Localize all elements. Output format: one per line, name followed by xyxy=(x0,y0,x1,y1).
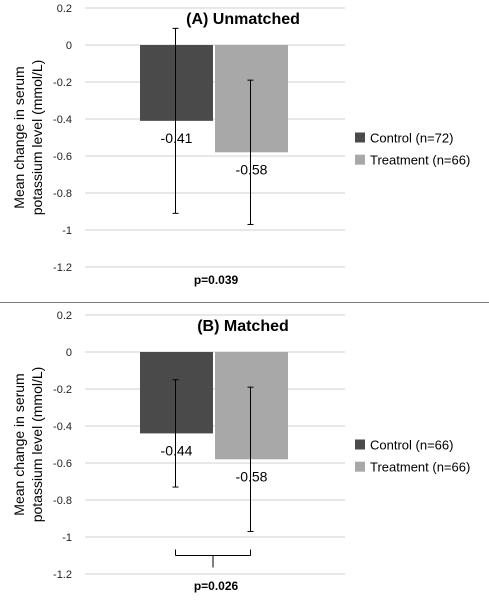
bar-treatment xyxy=(215,45,288,153)
legend-label: Treatment (n=66) xyxy=(370,153,470,168)
y-axis-title: Mean change in serum potassium level (mmo… xyxy=(11,367,45,523)
y-tick-label: -1 xyxy=(62,225,72,237)
y-tick-label: 0 xyxy=(66,40,72,52)
data-label: -0.44 xyxy=(161,442,193,458)
legend-swatch xyxy=(355,439,365,450)
significance-bracket xyxy=(175,549,251,568)
y-axis-title-line: Mean change in serum xyxy=(11,66,27,208)
y-tick-label: -1 xyxy=(62,532,72,544)
legend-label: Treatment (n=66) xyxy=(370,460,470,475)
legend: Control (n=72) Treatment (n=66) xyxy=(355,131,470,168)
y-tick-label: -0.2 xyxy=(53,77,72,89)
data-label: -0.41 xyxy=(161,130,193,146)
y-tick-label: 0.2 xyxy=(57,310,72,322)
legend-swatch xyxy=(355,132,365,143)
legend-swatch xyxy=(355,461,365,472)
y-tick-label: -0.2 xyxy=(53,384,72,396)
y-tick-label: -0.8 xyxy=(53,495,72,507)
y-tick-label: -1.2 xyxy=(53,262,72,274)
y-axis-title-line: potassium level (mmol/L) xyxy=(29,60,45,216)
y-tick-label: -0.8 xyxy=(53,188,72,200)
legend-label: Control (n=66) xyxy=(370,438,453,453)
data-label: -0.58 xyxy=(236,161,268,177)
chart-panel-b: 0.2 0 -0.2 -0.4 -0.6 -0.8 -1 -1.2 Mean change in… xyxy=(11,310,470,593)
y-tick-label: 0.2 xyxy=(57,3,72,15)
legend-swatch xyxy=(355,154,365,165)
legend-label: Control (n=72) xyxy=(370,131,453,146)
chart-panel-a: 0.2 0 -0.2 -0.4 -0.6 -0.8 -1 -1.2 Mean change in… xyxy=(11,3,470,287)
data-label: -0.58 xyxy=(236,468,268,484)
bar-treatment xyxy=(215,352,288,460)
y-tick-label: -0.6 xyxy=(53,151,72,163)
y-axis-title-line: potassium level (mmol/L) xyxy=(29,367,45,523)
y-tick-label: -1.2 xyxy=(53,569,72,581)
p-value-annotation: p=0.039 xyxy=(194,273,239,287)
p-value-annotation: p=0.026 xyxy=(194,579,239,593)
bar-control xyxy=(140,352,213,434)
y-tick-label: -0.4 xyxy=(53,421,72,433)
chart-title: (B) Matched xyxy=(197,318,289,335)
y-axis-title-line: Mean change in serum xyxy=(11,373,27,515)
chart-title: (A) Unmatched xyxy=(186,11,300,28)
bar-control xyxy=(140,45,213,121)
y-axis-title: Mean change in serum potassium level (mmo… xyxy=(11,60,45,216)
y-tick-label: 0 xyxy=(66,347,72,359)
y-tick-label: -0.4 xyxy=(53,114,72,126)
y-tick-label: -0.6 xyxy=(53,458,72,470)
legend: Control (n=66) Treatment (n=66) xyxy=(355,438,470,475)
